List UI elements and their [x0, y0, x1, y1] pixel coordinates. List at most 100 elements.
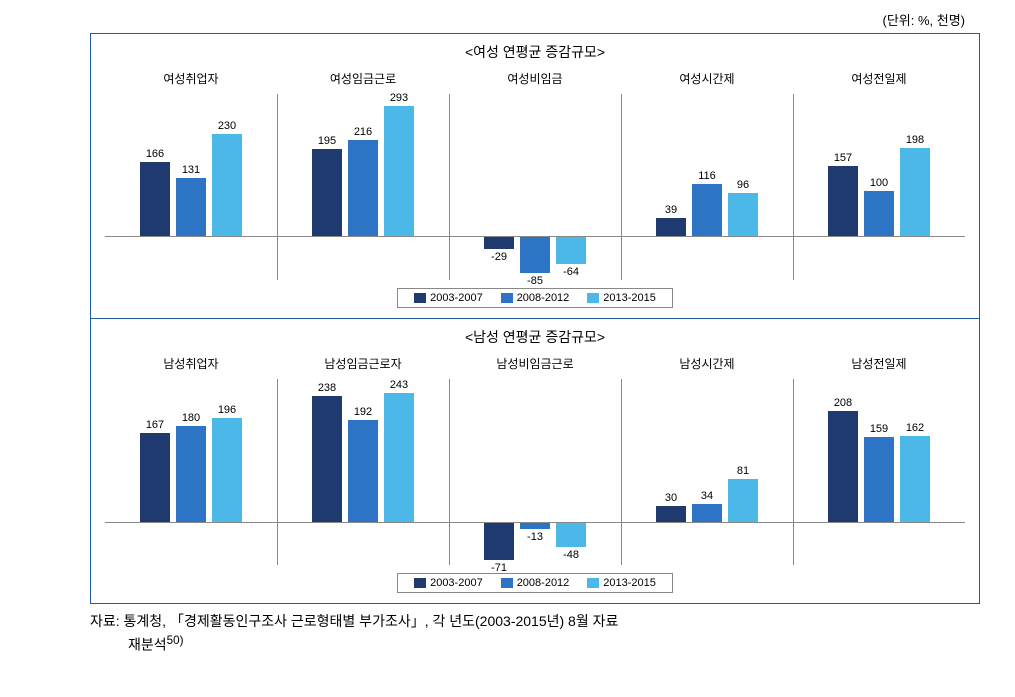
unit-label: (단위: %, 천명) — [10, 10, 1015, 33]
bar — [140, 433, 170, 522]
baseline — [105, 522, 965, 523]
chart-group: 남성비임금근로-71-13-48 — [449, 355, 621, 565]
bar-value-label: -71 — [484, 562, 514, 574]
bar-value-label: 293 — [384, 92, 414, 104]
chart-male-panel: <남성 연평균 증감규모> 남성취업자167180196남성임금근로자23819… — [90, 318, 980, 604]
bar — [556, 522, 586, 548]
legend-label-3: 2013-2015 — [603, 577, 656, 589]
chart-female-plot: 여성취업자166131230여성임금근로195216293여성비임금-29-85… — [105, 70, 965, 280]
bar-wrap: 180 — [176, 379, 206, 565]
chart-group: 여성비임금-29-85-64 — [449, 70, 621, 280]
bar-wrap: 159 — [864, 379, 894, 565]
bar-value-label: 196 — [212, 404, 242, 416]
bar — [828, 166, 858, 236]
bar-wrap: 100 — [864, 94, 894, 280]
bars-area: 195 216 293 — [277, 94, 449, 280]
bar-wrap: -85 — [520, 94, 550, 280]
bar-wrap: 192 — [348, 379, 378, 565]
legend-label-2: 2008-2012 — [517, 292, 570, 304]
group-label: 여성시간제 — [621, 70, 793, 87]
bars-area: 238 192 243 — [277, 379, 449, 565]
bar-wrap: 34 — [692, 379, 722, 565]
bar-wrap: 195 — [312, 94, 342, 280]
bar-value-label: 208 — [828, 397, 858, 409]
bar-wrap: 81 — [728, 379, 758, 565]
bar — [520, 236, 550, 274]
bar — [140, 162, 170, 236]
bar-value-label: 230 — [212, 120, 242, 132]
bar-value-label: 100 — [864, 177, 894, 189]
group-label: 남성시간제 — [621, 355, 793, 372]
bar-wrap: 243 — [384, 379, 414, 565]
bar-value-label: 243 — [384, 379, 414, 391]
bar — [692, 184, 722, 235]
bar-value-label: 81 — [728, 465, 758, 477]
bar — [900, 148, 930, 236]
bar — [864, 191, 894, 235]
bar-wrap: 216 — [348, 94, 378, 280]
bar-value-label: 180 — [176, 412, 206, 424]
bar — [556, 236, 586, 264]
bar — [348, 420, 378, 522]
chart-female-title: <여성 연평균 증감규모> — [105, 42, 965, 62]
bar-value-label: 157 — [828, 152, 858, 164]
bar-wrap: -13 — [520, 379, 550, 565]
legend-swatch-3 — [587, 293, 599, 303]
bar-value-label: 39 — [656, 204, 686, 216]
legend-row-male: 2003-2007 2008-2012 2013-2015 — [105, 573, 965, 593]
bar-value-label: -29 — [484, 251, 514, 263]
bar-value-label: 162 — [900, 422, 930, 434]
group-label: 여성전일제 — [793, 70, 965, 87]
bar — [348, 140, 378, 236]
bar — [828, 411, 858, 521]
bar — [312, 396, 342, 522]
chart-group: 남성전일제 208 159 162 — [793, 355, 965, 565]
bar-wrap: 157 — [828, 94, 858, 280]
bar — [484, 522, 514, 560]
bar-value-label: 192 — [348, 406, 378, 418]
bar — [656, 506, 686, 522]
source-line1: 통계청, 「경제활동인구조사 근로형태별 부가조사」, 각 년도(2003-20… — [124, 613, 619, 629]
bar — [312, 149, 342, 235]
chart-group: 남성시간제303481 — [621, 355, 793, 565]
bar — [484, 236, 514, 249]
legend-label-3: 2013-2015 — [603, 292, 656, 304]
bar-value-label: -13 — [520, 531, 550, 543]
bars-area: 208 159 162 — [793, 379, 965, 565]
bar-wrap: 116 — [692, 94, 722, 280]
bar-value-label: 131 — [176, 164, 206, 176]
legend-label-1: 2003-2007 — [430, 577, 483, 589]
bar — [656, 218, 686, 235]
bar-value-label: 34 — [692, 490, 722, 502]
legend-box: 2003-2007 2008-2012 2013-2015 — [397, 573, 673, 593]
bar — [864, 437, 894, 521]
bar-value-label: 195 — [312, 135, 342, 147]
group-label: 남성비임금근로 — [449, 355, 621, 372]
bar-wrap: 293 — [384, 94, 414, 280]
bar-value-label: -64 — [556, 266, 586, 278]
legend-item-1: 2003-2007 — [414, 577, 483, 589]
bar-value-label: 238 — [312, 382, 342, 394]
legend-swatch-2 — [501, 578, 513, 588]
legend-label-2: 2008-2012 — [517, 577, 570, 589]
bar-wrap: 208 — [828, 379, 858, 565]
chart-female-panel: <여성 연평균 증감규모> 여성취업자166131230여성임금근로195216… — [90, 33, 980, 319]
source-line2: 재분석 — [128, 637, 167, 653]
legend-box: 2003-2007 2008-2012 2013-2015 — [397, 288, 673, 308]
bar-wrap: 166 — [140, 94, 170, 280]
group-label: 남성전일제 — [793, 355, 965, 372]
chart-group: 남성취업자167180196 — [105, 355, 277, 565]
bar-wrap: 238 — [312, 379, 342, 565]
bars-area: 166 131 230 — [105, 94, 277, 280]
groups-row: 남성취업자167180196남성임금근로자238192243남성비임금근로-71… — [105, 355, 965, 565]
source-prefix: 자료: — [90, 613, 124, 629]
chart-group: 여성취업자166131230 — [105, 70, 277, 280]
bar-wrap: -71 — [484, 379, 514, 565]
bar — [212, 418, 242, 522]
bar-wrap: 162 — [900, 379, 930, 565]
bar-wrap: 39 — [656, 94, 686, 280]
group-label: 남성취업자 — [105, 355, 277, 372]
group-label: 남성임금근로자 — [277, 355, 449, 372]
bar-wrap: 96 — [728, 94, 758, 280]
chart-group: 여성시간제 39 11696 — [621, 70, 793, 280]
